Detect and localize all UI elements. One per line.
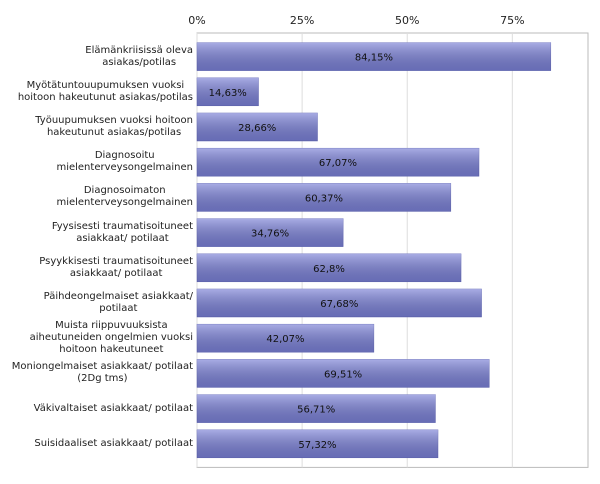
bar-shade — [197, 394, 436, 423]
value-label: 34,76% — [251, 229, 289, 240]
category-label: Moniongelmaiset asiakkaat/ potilaat (2Dg… — [11, 361, 193, 385]
bar-shade — [197, 113, 318, 141]
x-tick-label: 0% — [188, 14, 205, 27]
category-label: Muista riippuvuuksista aiheutuneiden ong… — [29, 320, 193, 356]
category-label: Suisidaaliset asiakkaat/ potilaat — [34, 437, 193, 449]
value-label: 60,37% — [305, 193, 343, 204]
bar-shade — [197, 42, 551, 71]
bar-shade — [197, 429, 438, 458]
bar-shade — [197, 148, 479, 177]
value-label: 57,32% — [298, 440, 336, 451]
x-tick-label: 50% — [395, 14, 419, 27]
bar-shade — [197, 77, 259, 106]
category-label: Diagnosoimaton mielenterveysongelmainen — [56, 185, 193, 209]
value-label: 84,15% — [355, 53, 393, 64]
category-label: Työuupumuksen vuoksi hoitoon hakeutunut … — [35, 115, 193, 138]
value-label: 67,68% — [320, 299, 358, 310]
value-label: 67,07% — [319, 158, 357, 169]
bar-shade — [197, 253, 462, 282]
category-label: Väkivaltaiset asiakkaat/ potilaat — [33, 402, 193, 414]
category-label: Myötätuntouupumuksen vuoksi hoitoon hake… — [17, 79, 193, 103]
category-label: Diagnosoitu mielenterveysongelmainen — [56, 150, 193, 174]
category-label: Psyykkisesti traumatisoituneet asiakkaat… — [39, 255, 193, 279]
category-label: Elämänkriisissä oleva asiakas/potilas — [85, 44, 193, 68]
value-label: 56,71% — [297, 405, 335, 416]
value-label: 42,07% — [266, 334, 304, 345]
value-label: 28,66% — [238, 123, 276, 134]
category-label: Päihdeongelmaiset asiakkaat/ potilaat — [43, 291, 193, 314]
bar-shade — [197, 324, 374, 353]
value-label: 14,63% — [209, 88, 247, 99]
value-label: 69,51% — [324, 369, 362, 380]
category-label: Fyysisesti traumatisoituneet asiakkaat/ … — [51, 220, 193, 244]
bar-shade — [197, 359, 490, 388]
x-tick-label: 75% — [500, 14, 524, 27]
x-tick-label: 25% — [290, 14, 314, 27]
bar-shade — [197, 183, 451, 212]
bar-shade — [197, 218, 344, 247]
bar-shade — [197, 289, 482, 317]
value-label: 62,8% — [313, 264, 345, 275]
